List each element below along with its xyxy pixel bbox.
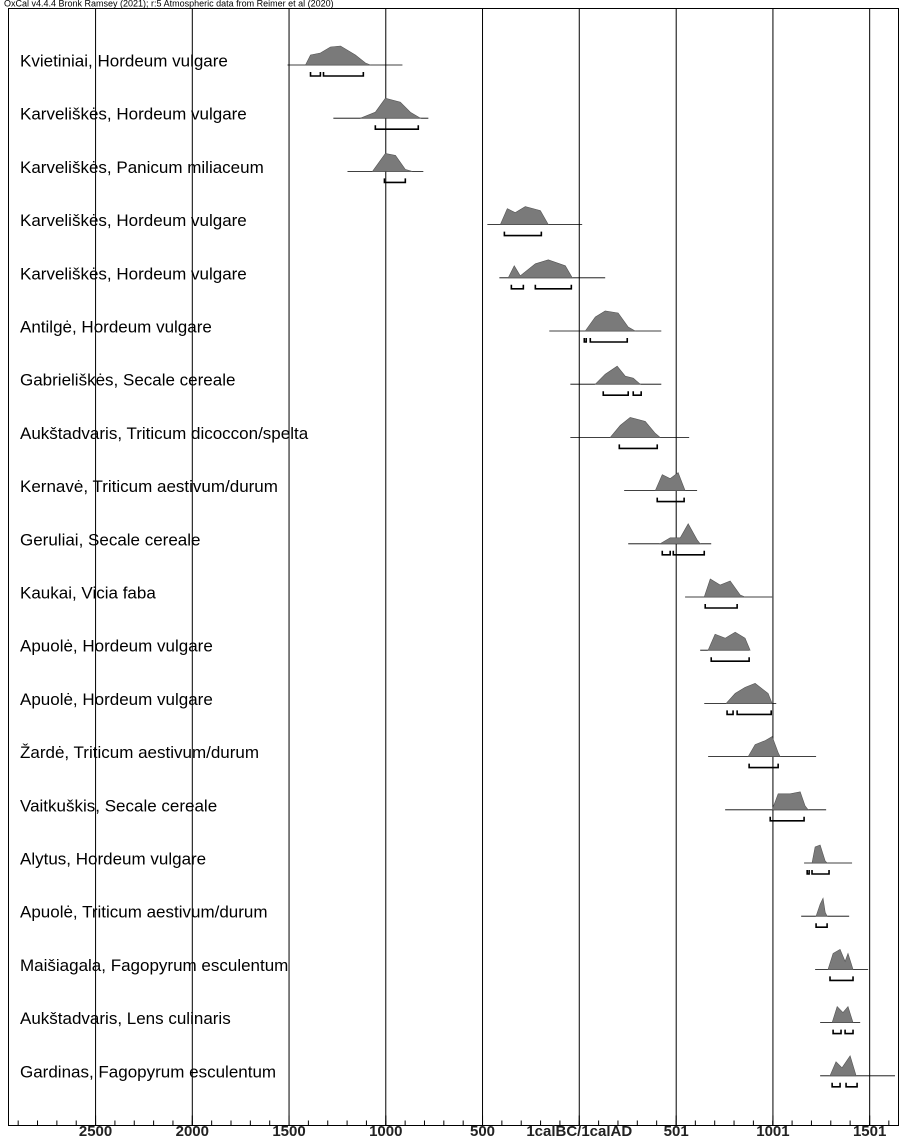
hpd-bracket: [374, 125, 420, 130]
x-tick-label: 1501: [853, 1123, 886, 1139]
hpd-bracket: [815, 923, 828, 928]
sample-label: Antilgė, Hordeum vulgare: [20, 317, 212, 336]
x-tick-label: 500: [470, 1123, 495, 1139]
hpd-bracket: [806, 870, 810, 875]
x-tick-label: 2000: [176, 1123, 209, 1139]
sample-label: Karveliškės, Panicum miliaceum: [20, 158, 264, 177]
distribution: [507, 259, 573, 279]
distribution: [831, 1005, 854, 1023]
sample-label: Apuolė, Hordeum vulgare: [20, 637, 213, 656]
hpd-bracket: [845, 1082, 858, 1088]
distribution: [827, 948, 854, 970]
distribution: [594, 365, 642, 385]
distribution: [725, 683, 773, 704]
sample-label: Aukštadvaris, Triticum dicoccon/spelta: [20, 424, 309, 443]
sample-label: Kvietiniai, Hordeum vulgare: [20, 51, 228, 70]
x-tick-label: 1calBC/1calAD: [526, 1123, 632, 1139]
hpd-bracket: [831, 1082, 841, 1088]
sample-label: Gabrieliškės, Secale cereale: [20, 371, 235, 390]
hpd-bracket: [661, 550, 671, 556]
distribution: [771, 791, 809, 811]
hpd-bracket: [710, 657, 750, 662]
distribution: [707, 631, 751, 651]
x-tick-label: 2500: [79, 1123, 112, 1139]
sample-label: Alytus, Hordeum vulgare: [20, 849, 206, 868]
distribution: [360, 97, 422, 119]
sample-label: Kernavė, Triticum aestivum/durum: [20, 477, 278, 496]
sample-label: Karveliškės, Hordeum vulgare: [20, 211, 247, 230]
hpd-bracket: [656, 497, 685, 503]
sample-label: Gardinas, Fagopyrum esculentum: [20, 1062, 276, 1081]
x-tick-label: 1001: [756, 1123, 789, 1139]
distribution: [499, 206, 549, 225]
hpd-bracket: [583, 338, 588, 343]
hpd-bracket: [811, 870, 830, 875]
sample-label: Apuolė, Hordeum vulgare: [20, 690, 213, 709]
distribution: [811, 844, 828, 864]
hpd-bracket: [632, 391, 642, 396]
distribution: [305, 45, 371, 66]
x-tick-label: 1500: [272, 1123, 305, 1139]
distribution: [829, 1055, 857, 1077]
hpd-bracket: [503, 231, 543, 237]
hpd-bracket: [322, 72, 365, 77]
sample-label: Kaukai, Vicia faba: [20, 583, 156, 602]
sample-label: Žardė, Triticum aestivum/durum: [20, 743, 259, 762]
hpd-bracket: [510, 284, 525, 290]
hpd-bracket: [748, 763, 779, 769]
chart-title: OxCal v4.4.4 Bronk Ramsey (2021); r:5 At…: [4, 0, 334, 8]
x-tick-label: 501: [664, 1123, 689, 1139]
hpd-bracket: [602, 391, 630, 396]
distribution: [609, 417, 661, 438]
hpd-bracket: [309, 72, 322, 77]
hpd-bracket: [832, 1029, 842, 1035]
sample-label: Apuolė, Triticum aestivum/durum: [20, 903, 268, 922]
hpd-bracket: [383, 178, 407, 184]
hpd-bracket: [618, 444, 659, 450]
sample-label: Maišiagala, Fagopyrum esculentum: [20, 956, 288, 975]
x-tick-label: 1000: [369, 1123, 402, 1139]
sample-label: Geruliai, Secale cereale: [20, 530, 200, 549]
distribution: [659, 523, 701, 545]
hpd-bracket: [589, 338, 629, 343]
hpd-bracket: [534, 284, 573, 290]
sample-label: Karveliškės, Hordeum vulgare: [20, 105, 247, 124]
hpd-bracket: [704, 604, 738, 609]
hpd-bracket: [829, 976, 854, 982]
distribution: [371, 153, 413, 172]
distribution: [654, 472, 686, 491]
hpd-bracket: [769, 816, 805, 822]
distribution: [584, 310, 637, 332]
hpd-bracket: [844, 1029, 854, 1035]
distribution: [703, 578, 746, 598]
sample-label: Karveliškės, Hordeum vulgare: [20, 264, 247, 283]
distribution: [747, 736, 781, 757]
hpd-bracket: [736, 710, 772, 716]
sample-label: Aukštadvaris, Lens culinaris: [20, 1009, 231, 1028]
sample-label: Vaitkuškis, Secale cereale: [20, 796, 217, 815]
distribution: [815, 897, 828, 917]
hpd-bracket: [726, 710, 734, 716]
hpd-bracket: [672, 550, 706, 556]
